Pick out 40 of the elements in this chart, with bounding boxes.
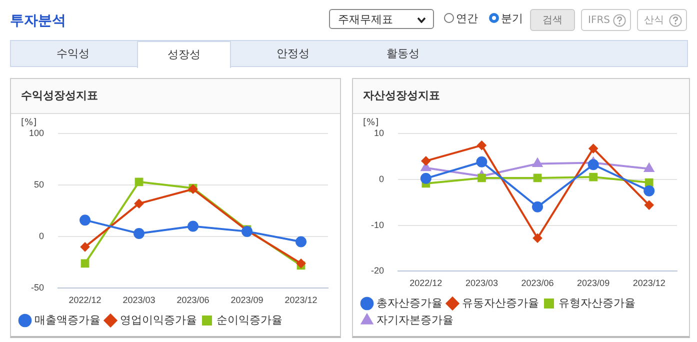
y-tick-label: -10: [370, 220, 384, 230]
legend-label: 매출액증가율: [34, 313, 100, 326]
x-tick-label: 2023/06: [521, 278, 554, 288]
x-tick-label: 2022/12: [68, 295, 102, 306]
x-tick-label: 2023/12: [632, 278, 666, 288]
text: 산식: [637, 9, 687, 31]
y-tick-label: 10: [374, 128, 384, 138]
x-tick-label: 2023/03: [122, 295, 156, 306]
x-tick-label: 2023/12: [284, 295, 318, 306]
legend-label: 총자산증가율: [376, 296, 442, 310]
y-tick-label: 100: [28, 128, 44, 138]
y-tick-label: -50: [31, 282, 44, 293]
text: 성장성: [137, 41, 231, 68]
x-tick-label: 2023/09: [230, 295, 264, 306]
text: 투자분석: [10, 12, 66, 30]
x-tick-label: 2023/09: [577, 278, 610, 288]
y-axis-title: [%]: [363, 118, 379, 128]
y-tick-label: 0: [378, 174, 384, 184]
text: 안정성: [276, 46, 310, 62]
x-tick-label: 2023/03: [465, 278, 498, 288]
legend-label: 영업이익증가율: [120, 313, 197, 326]
legend-label: 유동자산증가율: [462, 296, 539, 310]
legend-label: 자기자본증가율: [376, 313, 454, 326]
y-tick-label: 0: [39, 231, 44, 242]
x-tick-label: 2023/06: [176, 295, 210, 306]
text: 주재무제표: [329, 9, 434, 29]
text: 연간: [456, 11, 478, 26]
x-tick-label: 2022/12: [410, 278, 442, 288]
text: IFRS: [581, 9, 631, 31]
legend-label: 유형자산증가율: [558, 296, 636, 310]
y-axis-title: [%]: [21, 118, 37, 128]
chart-title: 수익성장성지표: [11, 79, 340, 114]
text: 검색: [530, 9, 575, 31]
legend-label: 순이익증가율: [216, 313, 282, 326]
chart-title: 자산성장성지표: [353, 79, 689, 114]
text: 활동성: [386, 46, 420, 62]
text: 분기: [501, 11, 523, 26]
text: 수익성: [56, 46, 90, 62]
y-tick-label: 50: [34, 179, 44, 190]
y-tick-label: -20: [370, 266, 384, 276]
